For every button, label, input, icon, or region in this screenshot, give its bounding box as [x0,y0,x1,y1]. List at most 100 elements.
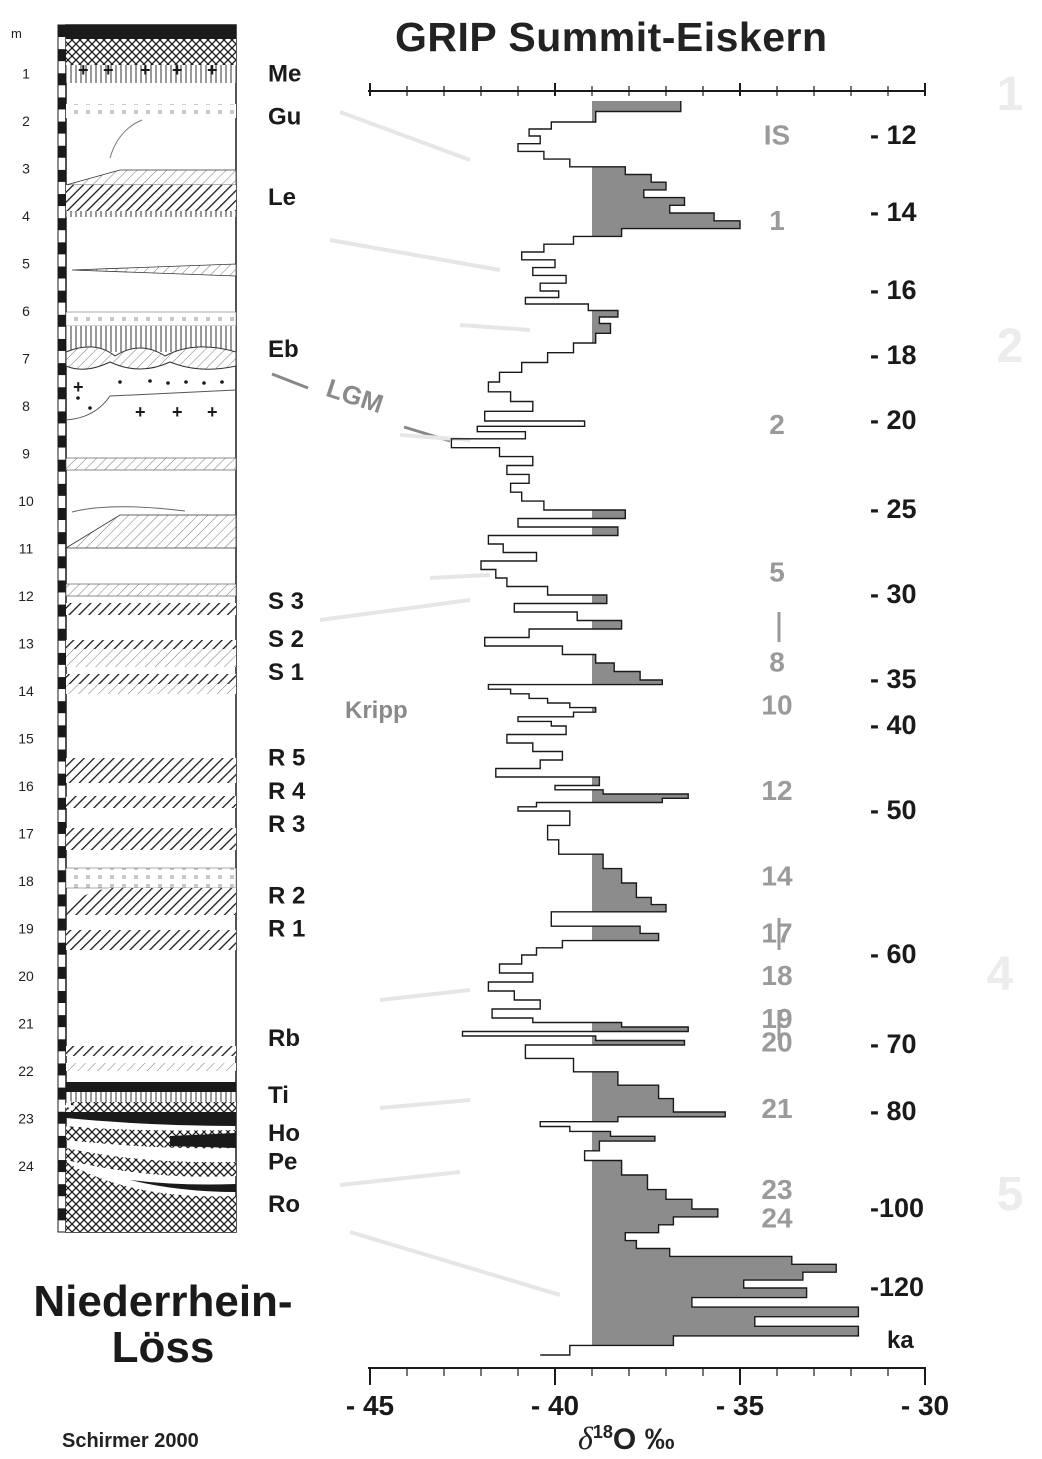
age-tick-label: - 25 [870,494,917,524]
unit-label: R 4 [268,778,306,805]
depth-tick-label: 15 [18,731,34,747]
age-tick-label: - 20 [870,405,917,435]
scale-bar-segment [58,266,66,279]
depth-scale-bar [57,24,67,1233]
scale-bar-segment [58,1208,66,1221]
depth-tick-label: 22 [18,1063,34,1079]
scale-bar-segment [58,97,66,110]
layer-s2b [66,649,236,667]
unit-label: Kripp [345,697,408,724]
layer-le [66,185,236,211]
mis-stage-label: 5 [997,1168,1024,1221]
scale-bar-segment [58,749,66,762]
interstadial-label: 5 [769,556,785,587]
depth-tick-label: 2 [22,113,30,129]
layer-me [66,65,236,83]
scale-bar-segment [58,604,66,617]
depth-tick-label: 24 [18,1158,34,1174]
layer-9m [65,457,237,471]
scale-bar-segment [58,1015,66,1028]
layer-s2 [66,640,236,649]
unit-label: Rb [268,1025,300,1052]
layer-ho [66,1112,236,1126]
frost-mark-ti: + [64,1096,76,1118]
interstadial-label: IS [764,119,790,150]
correlation-lines [319,110,561,1297]
unit-label: Ho [268,1120,300,1147]
depth-tick-label: 14 [18,683,34,699]
scale-bar-segment [58,1111,66,1124]
scale-bar-segment [58,435,66,448]
scale-bar-segment [58,1135,66,1148]
layer-rb [66,1046,236,1056]
age-tick-label: - 70 [870,1029,917,1059]
unit-label: R 2 [268,882,305,909]
scale-bar-segment [58,1160,66,1173]
interstadial-label: 17 [761,917,792,948]
layer-r1 [66,930,236,950]
layer-r5 [66,758,236,783]
age-tick-label: - 60 [870,939,917,969]
depth-tick-label: 12 [18,588,34,604]
scale-bar-segment [58,483,66,496]
top-axis [368,83,926,96]
correlation-line [379,988,471,1002]
scale-bar-segment [58,218,66,231]
scale-bar-segment [58,1087,66,1100]
depth-tick-label: 10 [18,493,34,509]
lgm-annotation: LGM [271,372,451,443]
svg-text:+: + [78,60,89,80]
correlation-line [459,323,531,332]
age-tick-label: - 35 [870,664,917,694]
age-unit: ka [887,1327,914,1354]
scale-bar-segment [58,1039,66,1052]
depth-tick-label: 11 [19,541,34,557]
interstadial-label: 18 [761,960,792,991]
layer-11m [65,583,237,597]
layer-ti [66,1082,236,1092]
svg-text:+: + [73,377,84,397]
layer-eb-cryoturbation [65,346,237,370]
scale-bar-segment [58,121,66,134]
depth-tick-label: 7 [22,351,30,367]
correlation-line [319,598,471,622]
layer-r2 [66,888,236,915]
scale-bar-segment [58,991,66,1003]
unit-label: Gu [268,103,301,130]
eb-boundary [65,389,237,421]
scale-bar-segment [58,870,66,883]
scale-bar-segment [58,314,66,327]
layer-le-base [66,211,236,217]
correlation-line [429,573,491,580]
scale-bar-segment [58,725,66,738]
depth-tick-label: 18 [18,873,34,889]
unit-label: R 3 [268,811,305,838]
age-tick-label: - 40 [870,710,917,740]
scale-bar-segment [58,532,66,545]
age-tick-label: - 14 [870,197,917,227]
scale-bar-segment [58,411,66,424]
bottom-axis: - 45 - 40 - 35 - 30 [346,1367,949,1421]
layer-10m [64,514,237,549]
scale-bar-segment [58,797,66,810]
age-tick-label: -120 [870,1272,924,1302]
depth-tick-label: 4 [22,208,30,224]
age-tick-label: - 50 [870,795,917,825]
layer-s1 [66,674,236,684]
scale-bar-segment [58,894,66,907]
unit-label: S 2 [268,626,304,653]
svg-text:+: + [103,60,114,80]
mis-stage-label: 2 [997,320,1024,373]
page-title: GRIP Summit-Eiskern [395,14,828,60]
gravel-dots [76,379,224,410]
unit-label: S 1 [268,659,304,686]
age-tick-label: - 18 [870,340,917,370]
loess-title-line2: Löss [111,1323,215,1372]
mis-stage-labels: 1 2 4 5 [987,68,1024,1221]
scale-bar-segment [58,290,66,303]
scale-bar-segment [58,821,66,834]
depth-tick-label: 17 [18,826,34,842]
scale-bar-segment [58,145,66,158]
